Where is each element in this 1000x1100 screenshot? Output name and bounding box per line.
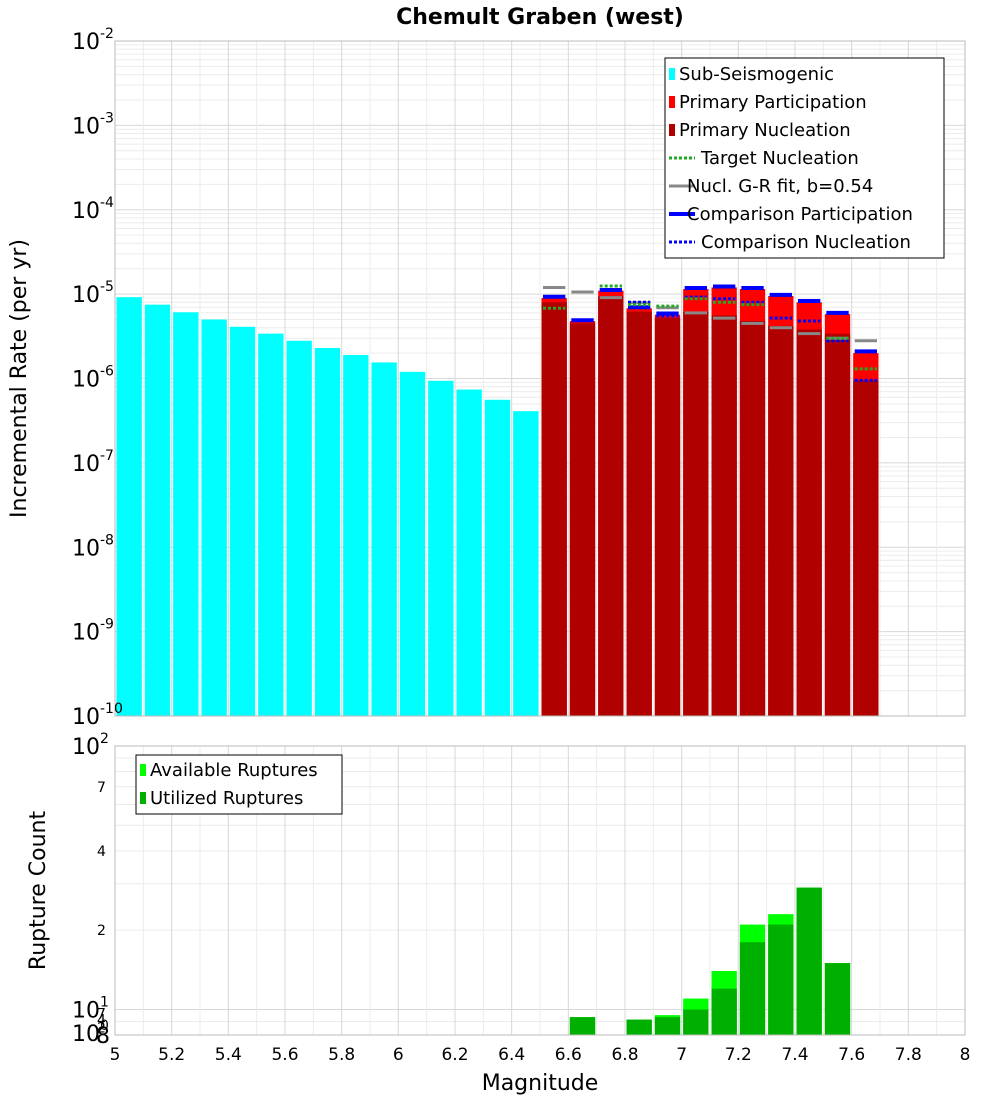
x-tick-label: 7.2 <box>725 1045 752 1065</box>
rate-y-tick-label: 10-9 <box>72 617 114 646</box>
rate-y-tick-label: 10-2 <box>72 26 114 55</box>
primary-nucleation-bar <box>768 325 794 716</box>
primary-nucleation-bar <box>654 318 681 716</box>
count-y-tick-label: 8 <box>96 1024 110 1049</box>
count-y-major-label: 101 <box>72 994 109 1023</box>
count-legend-box <box>135 754 343 815</box>
legend-label: Comparison Nucleation <box>701 232 911 253</box>
utilized-ruptures-bar <box>824 963 851 1035</box>
x-tick-label: 5.2 <box>158 1045 185 1065</box>
count-y-tick-label: 2 <box>97 1020 106 1036</box>
x-tick-label: 6.4 <box>498 1045 525 1065</box>
legend-label: Primary Participation <box>679 92 867 113</box>
sub-seismogenic-bar <box>314 347 341 716</box>
sub-seismogenic-bar <box>173 312 199 716</box>
count-y-tick-label: 4 <box>97 844 106 860</box>
x-tick-label: 5.4 <box>215 1045 242 1065</box>
legend-label: Sub-Seismogenic <box>679 64 834 85</box>
legend-swatch-box <box>669 96 675 108</box>
sub-seismogenic-bar <box>399 371 426 716</box>
rate-y-axis-label: Incremental Rate (per yr) <box>7 239 32 518</box>
x-tick-label: 7.4 <box>781 1045 808 1065</box>
utilized-ruptures-bar <box>626 1019 652 1035</box>
primary-nucleation-bar <box>739 321 766 716</box>
legend-label: Available Ruptures <box>150 760 318 781</box>
sub-seismogenic-bar <box>286 340 312 716</box>
rate-y-tick-label: 10-10 <box>72 701 123 730</box>
count-y-tick-label: 7 <box>97 1006 106 1022</box>
sub-seismogenic-bar <box>229 326 256 716</box>
count-y-axis-label: Rupture Count <box>26 811 51 971</box>
x-axis-label: Magnitude <box>482 1071 599 1096</box>
x-tick-label: 7.6 <box>838 1045 865 1065</box>
rate-panel: Chemult Graben (west) 10-10 10-9 10-8 10-7 10… <box>7 5 966 730</box>
utilized-ruptures-bar <box>683 1009 709 1035</box>
x-tick-label: 5.8 <box>328 1045 355 1065</box>
rate-y-tick-label: 10-7 <box>72 448 114 477</box>
sub-seismogenic-bar <box>258 333 284 716</box>
count-y-major-label: 102 <box>72 731 109 760</box>
x-tick-label: 5 <box>110 1045 121 1065</box>
sub-seismogenic-bar <box>116 297 142 716</box>
legend-swatch-box <box>140 764 146 776</box>
rate-y-tick-label: 10-8 <box>72 532 114 561</box>
legend-swatch-box <box>140 792 146 804</box>
sub-seismogenic-bar <box>513 411 539 716</box>
chart-title: Chemult Graben (west) <box>396 5 684 30</box>
sub-seismogenic-bar <box>456 389 482 716</box>
utilized-ruptures-bar <box>569 1017 596 1035</box>
primary-nucleation-bar <box>598 296 624 716</box>
rate-y-tick-label: 10-4 <box>72 195 114 224</box>
primary-nucleation-bar <box>683 311 709 716</box>
x-tick-label: 6.2 <box>441 1045 468 1065</box>
count-y-tick-label: 7 <box>97 780 106 796</box>
x-tick-label: 6 <box>393 1045 404 1065</box>
sub-seismogenic-bar <box>371 362 397 716</box>
primary-nucleation-bar <box>626 311 652 716</box>
x-tick-label: 6.8 <box>611 1045 638 1065</box>
count-y-tick-label: 4 <box>97 1013 106 1029</box>
utilized-ruptures-bar <box>739 942 766 1035</box>
utilized-ruptures-bar <box>796 887 822 1035</box>
primary-nucleation-bar <box>541 302 567 716</box>
count-y-tick-label: 2 <box>97 923 106 939</box>
legend-label: Target Nucleation <box>700 148 859 169</box>
sub-seismogenic-bar <box>428 380 454 716</box>
utilized-ruptures-bar <box>654 1017 681 1035</box>
legend-label: Utilized Ruptures <box>150 788 303 809</box>
sub-seismogenic-bar <box>343 354 369 716</box>
x-tick-label: 5.6 <box>271 1045 298 1065</box>
utilized-ruptures-bar <box>768 924 794 1035</box>
legend-swatch-box <box>669 124 675 136</box>
rate-legend-box <box>664 57 945 259</box>
primary-nucleation-bar <box>796 329 822 716</box>
sub-seismogenic-bar <box>144 304 171 716</box>
x-tick-label: 7 <box>676 1045 687 1065</box>
legend-label: Nucl. G-R fit, b=0.54 <box>687 176 873 197</box>
primary-nucleation-bar <box>569 323 596 716</box>
legend-label: Primary Nucleation <box>679 120 851 141</box>
legend-swatch-box <box>669 68 675 80</box>
x-tick-label: 8 <box>960 1045 971 1065</box>
x-tick-label: 7.8 <box>895 1045 922 1065</box>
count-plot-border <box>114 745 966 1036</box>
sub-seismogenic-bar <box>201 319 227 716</box>
sub-seismogenic-bar <box>484 399 511 716</box>
primary-nucleation-bar <box>853 380 879 716</box>
count-y-major-label: 100 <box>72 1018 109 1047</box>
rate-y-tick-label: 10-5 <box>72 279 114 308</box>
rate-y-tick-label: 10-3 <box>72 110 114 139</box>
utilized-ruptures-bar <box>711 988 737 1035</box>
rate-plot-border <box>114 40 966 717</box>
primary-nucleation-bar <box>824 333 851 716</box>
rate-y-tick-label: 10-6 <box>72 364 114 393</box>
legend-label: Comparison Participation <box>687 204 913 225</box>
x-tick-label: 6.6 <box>555 1045 582 1065</box>
primary-nucleation-bar <box>711 315 737 716</box>
